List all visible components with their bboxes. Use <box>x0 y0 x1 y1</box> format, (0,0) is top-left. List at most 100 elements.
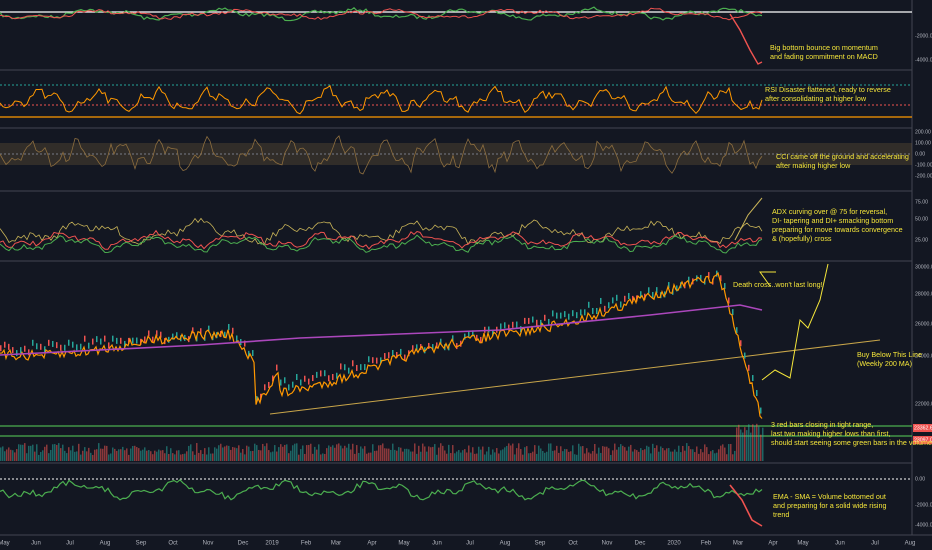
volume-bar <box>236 448 238 461</box>
x-tick-label: Apr <box>367 541 376 547</box>
candle <box>80 343 82 350</box>
candle <box>436 342 438 349</box>
volume-bar <box>128 454 130 461</box>
volume-bar <box>420 451 422 461</box>
volume-bar <box>98 443 100 461</box>
volume-bar <box>658 451 660 461</box>
volume-bar <box>690 449 692 461</box>
volume-bar <box>696 446 698 461</box>
x-tick-label: Jul <box>466 541 474 547</box>
volume-bar <box>560 446 562 461</box>
di-plus <box>0 234 763 254</box>
macd-line <box>0 6 763 22</box>
volume-bar <box>480 449 482 461</box>
volume-bar <box>738 424 740 461</box>
volume-bar <box>674 449 676 461</box>
volume-bar <box>376 450 378 461</box>
candle <box>748 364 750 371</box>
volume-bar <box>356 445 358 461</box>
volume-bar <box>298 454 300 461</box>
volume-bar <box>392 443 394 461</box>
volume-bar <box>304 453 306 461</box>
y-tick-label: 25.00 <box>915 237 928 243</box>
volume-bar <box>640 448 642 461</box>
volume-bar <box>522 454 524 461</box>
x-tick-label: Mar <box>733 541 743 547</box>
volume-bar <box>168 453 170 461</box>
candle <box>472 330 474 337</box>
candle <box>132 337 134 344</box>
candle <box>544 314 546 321</box>
volume-bar <box>312 453 314 461</box>
volume-bar <box>14 452 16 461</box>
volume-bar <box>260 450 262 461</box>
x-tick-label: Sep <box>136 541 147 547</box>
volume-bar <box>162 450 164 461</box>
volume-bar <box>20 444 22 461</box>
volume-bar <box>700 449 702 461</box>
candle <box>64 344 66 351</box>
volume-bar <box>732 454 734 461</box>
candle <box>12 347 14 354</box>
candle <box>548 318 550 325</box>
volume-bar <box>722 444 724 461</box>
candle <box>512 321 514 328</box>
candle <box>480 336 482 343</box>
volume-bar <box>80 454 82 461</box>
candle <box>60 344 62 351</box>
candle <box>608 302 610 309</box>
volume-bar <box>136 447 138 461</box>
volume-bar <box>412 451 414 461</box>
volume-bar <box>692 449 694 461</box>
volume-bar <box>596 453 598 461</box>
volume-bar <box>296 443 298 461</box>
candle <box>160 331 162 338</box>
volume-bar <box>724 447 726 461</box>
volume-bar <box>352 443 354 461</box>
volume-bar <box>152 454 154 461</box>
volume-bar <box>124 450 126 461</box>
candle <box>572 310 574 317</box>
volume-bar <box>42 450 44 461</box>
volume-bar <box>688 446 690 461</box>
volume-bar <box>138 448 140 461</box>
candle <box>536 319 538 326</box>
volume-bar <box>716 452 718 461</box>
volume-bar <box>730 443 732 461</box>
candle <box>508 324 510 331</box>
volume-bar <box>386 448 388 461</box>
y-tick-label: -200.00 <box>915 173 932 179</box>
volume-bar <box>100 448 102 461</box>
volume-bar <box>264 446 266 461</box>
annotation: ADX curving over @ 75 for reversal, <box>772 207 887 216</box>
candle <box>40 343 42 350</box>
volume-bar <box>140 450 142 461</box>
candle <box>236 335 238 342</box>
candle <box>296 374 298 381</box>
candle <box>504 322 506 329</box>
volume-bar <box>434 444 436 461</box>
volume-bar <box>580 446 582 461</box>
x-tick-label: May <box>797 541 808 547</box>
volume-bar <box>240 452 242 461</box>
candle <box>648 287 650 294</box>
volume-bar <box>626 450 628 461</box>
candle <box>552 310 554 317</box>
volume-bar <box>476 453 478 461</box>
candle <box>612 297 614 304</box>
volume-bar <box>482 446 484 461</box>
volume-bar <box>366 453 368 461</box>
volume-bar <box>518 443 520 461</box>
volume-bar <box>48 453 50 461</box>
candle <box>376 357 378 364</box>
volume-bar <box>134 445 136 461</box>
candle <box>308 378 310 385</box>
candle <box>144 336 146 343</box>
volume-bar <box>666 448 668 461</box>
x-tick-label: May <box>0 541 10 547</box>
volume-bar <box>460 452 462 461</box>
volume-bar <box>330 446 332 461</box>
volume-bar <box>216 448 218 461</box>
volume-bar <box>96 449 98 461</box>
